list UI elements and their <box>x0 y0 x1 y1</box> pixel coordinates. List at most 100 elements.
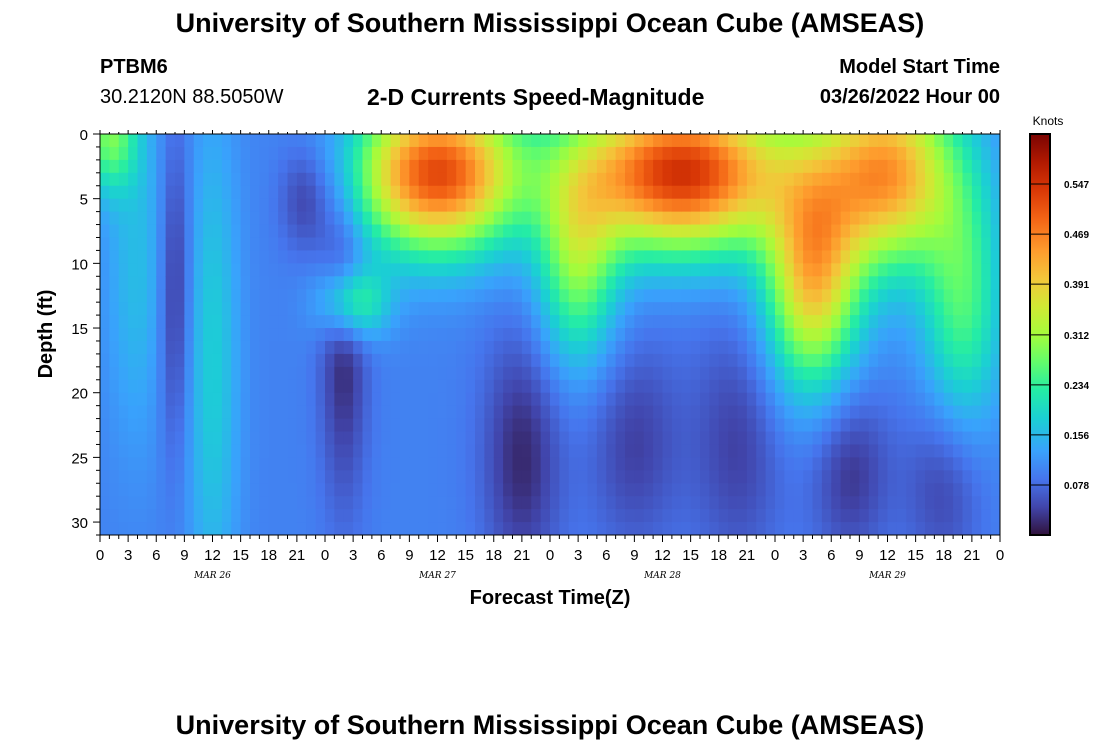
heatmap-cell <box>400 457 410 471</box>
heatmap-cell <box>334 405 345 420</box>
heatmap-cell <box>531 470 542 484</box>
heatmap-cell <box>409 276 420 290</box>
heatmap-cell <box>175 366 185 381</box>
heatmap-cell <box>568 263 579 277</box>
heatmap-cell <box>756 431 767 445</box>
heatmap-cell <box>887 353 898 368</box>
heatmap-cell <box>315 405 326 420</box>
heatmap-cell <box>728 172 738 187</box>
heatmap-cell <box>812 250 823 264</box>
heatmap-cell <box>268 198 279 213</box>
heatmap-cell <box>390 237 401 251</box>
heatmap-cell <box>193 172 204 187</box>
heatmap-cell <box>456 496 467 510</box>
heatmap-cell <box>812 211 823 226</box>
heatmap-cell <box>990 392 1001 407</box>
heatmap-cell <box>925 134 935 148</box>
heatmap-cell <box>878 185 888 200</box>
heatmap-cell <box>409 211 420 226</box>
heatmap-cell <box>662 328 673 342</box>
heatmap-cell <box>278 405 288 420</box>
heatmap-cell <box>643 496 654 510</box>
heatmap-cell <box>681 276 692 290</box>
heatmap-cell <box>578 185 588 200</box>
heatmap-cell <box>278 483 288 497</box>
heatmap-cell <box>137 509 148 523</box>
heatmap-cell <box>653 366 663 381</box>
heatmap-cell <box>334 340 345 355</box>
heatmap-cell <box>156 315 167 329</box>
heatmap-cell <box>306 146 317 161</box>
heatmap-cell <box>756 405 767 420</box>
heatmap-cell <box>212 276 223 290</box>
heatmap-cell <box>671 483 682 497</box>
heatmap-cell <box>118 483 129 497</box>
heatmap-cell <box>343 159 354 174</box>
heatmap-cell <box>175 470 185 484</box>
heatmap-cell <box>775 172 785 187</box>
heatmap-cell <box>840 211 851 226</box>
heatmap-cell <box>784 198 795 213</box>
heatmap-cell <box>203 509 213 523</box>
heatmap-cell <box>278 159 288 174</box>
heatmap-cell <box>278 366 288 381</box>
heatmap-cell <box>446 366 457 381</box>
heatmap-cell <box>925 483 935 497</box>
heatmap-cell <box>428 457 438 471</box>
heatmap-cell <box>418 509 429 523</box>
heatmap-cell <box>456 379 467 394</box>
heatmap-cell <box>390 263 401 277</box>
heatmap-cell <box>390 328 401 342</box>
heatmap-cell <box>859 134 870 148</box>
heatmap-cell <box>578 405 588 420</box>
heatmap-cell <box>212 353 223 368</box>
heatmap-cell <box>831 250 842 264</box>
heatmap-cell <box>550 172 560 187</box>
heatmap-cell <box>165 405 176 420</box>
heatmap-cell <box>775 353 785 368</box>
heatmap-cell <box>709 509 720 523</box>
heatmap-cell <box>100 457 110 471</box>
heatmap-cell <box>962 340 973 355</box>
heatmap-cell <box>184 146 195 161</box>
heatmap-cell <box>484 237 495 251</box>
heatmap-cell <box>765 392 776 407</box>
heatmap-cell <box>418 328 429 342</box>
heatmap-cell <box>203 134 213 148</box>
heatmap-cell <box>803 134 813 148</box>
heatmap-cell <box>878 263 888 277</box>
heatmap-cell <box>681 379 692 394</box>
heatmap-cell <box>484 444 495 458</box>
heatmap-cell <box>118 496 129 510</box>
heatmap-cell <box>596 340 607 355</box>
heatmap-cell <box>493 405 504 420</box>
heatmap-cell <box>493 250 504 264</box>
heatmap-cell <box>606 224 617 238</box>
heatmap-cell <box>521 457 532 471</box>
heatmap-cell <box>934 379 945 394</box>
heatmap-cell <box>662 483 673 497</box>
heatmap-cell <box>990 134 1001 148</box>
model-start-label: Model Start Time <box>839 56 1000 78</box>
heatmap-cell <box>493 315 504 329</box>
x-tick-label: 6 <box>827 547 835 564</box>
heatmap-cell <box>615 315 626 329</box>
heatmap-cell <box>371 276 382 290</box>
heatmap-cell <box>100 134 110 148</box>
heatmap-cell <box>962 444 973 458</box>
heatmap-cell <box>615 418 626 433</box>
heatmap-cell <box>184 237 195 251</box>
heatmap-cell <box>193 289 204 303</box>
heatmap-cell <box>212 134 223 148</box>
heatmap-cell <box>221 211 232 226</box>
heatmap-cell <box>878 509 888 523</box>
heatmap-cell <box>615 134 626 148</box>
heatmap-cell <box>409 289 420 303</box>
heatmap-cell <box>278 392 288 407</box>
heatmap-cell <box>231 366 242 381</box>
heatmap-cell <box>915 185 926 200</box>
heatmap-cell <box>971 276 982 290</box>
heatmap-cell <box>446 496 457 510</box>
heatmap-cell <box>934 250 945 264</box>
heatmap-cell <box>709 146 720 161</box>
